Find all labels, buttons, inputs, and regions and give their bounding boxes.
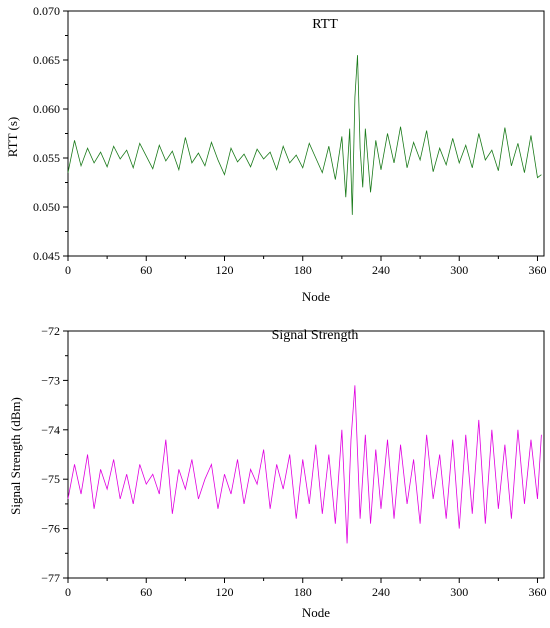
rtt-x-tick-label: 120 [215, 263, 233, 277]
signal-y-axis-label: Signal Strength (dBm) [8, 397, 23, 515]
rtt-plot-frame [67, 10, 545, 257]
rtt-y-tick-label: 0.065 [33, 53, 60, 67]
signal-x-tick-label: 0 [65, 585, 71, 599]
signal-x-ticks: 0 60 120 180 240 300 360 [65, 578, 546, 599]
signal-plot-frame [67, 330, 545, 579]
rtt-y-tick-label: 0.050 [33, 200, 60, 214]
rtt-y-ticks: 0.045 0.050 0.055 0.060 0.065 0.070 [33, 4, 68, 263]
rtt-x-tick-label: 300 [450, 263, 468, 277]
signal-y-tick-label: −77 [41, 571, 60, 585]
signal-y-tick-label: −72 [41, 324, 60, 338]
rtt-x-axis-label: Node [302, 289, 330, 304]
signal-x-tick-label: 60 [140, 585, 152, 599]
signal-series-line [67, 385, 542, 544]
signal-y-ticks: −77 −76 −75 −74 −73 −72 [41, 324, 68, 585]
signal-chart: 0 60 120 180 240 300 360 −77 −76 −75 −74 −73 −72 Si… [8, 324, 546, 620]
signal-x-tick-label: 360 [528, 585, 546, 599]
signal-y-tick-label: −73 [41, 373, 60, 387]
signal-x-tick-label: 300 [450, 585, 468, 599]
rtt-x-tick-label: 0 [65, 263, 71, 277]
rtt-x-tick-label: 180 [294, 263, 312, 277]
rtt-x-ticks: 0 60 120 180 240 300 360 [65, 256, 546, 277]
signal-y-tick-label: −75 [41, 472, 60, 486]
signal-x-tick-label: 120 [215, 585, 233, 599]
signal-y-tick-label: −76 [41, 522, 60, 536]
rtt-chart: 0 60 120 180 240 300 360 0.0450.0500.0550.0600… [5, 4, 546, 304]
rtt-x-tick-label: 360 [528, 263, 546, 277]
rtt-y-tick-label: 0.060 [33, 102, 60, 116]
rtt-title: RTT [312, 17, 338, 32]
rtt-x-tick-label: 240 [372, 263, 390, 277]
rtt-series-line [67, 55, 542, 215]
rtt-y-tick-label: 0.070 [33, 4, 60, 18]
signal-x-tick-label: 240 [372, 585, 390, 599]
rtt-y-tick-label: 0.055 [33, 151, 60, 165]
signal-y-tick-label: −74 [41, 423, 60, 437]
rtt-y-axis-label: RTT (s) [5, 117, 20, 158]
rtt-y-tick-label: 0.045 [33, 249, 60, 263]
signal-x-axis-label: Node [302, 605, 330, 620]
signal-x-tick-label: 180 [294, 585, 312, 599]
rtt-x-tick-label: 60 [140, 263, 152, 277]
signal-title: Signal Strength [272, 328, 359, 343]
